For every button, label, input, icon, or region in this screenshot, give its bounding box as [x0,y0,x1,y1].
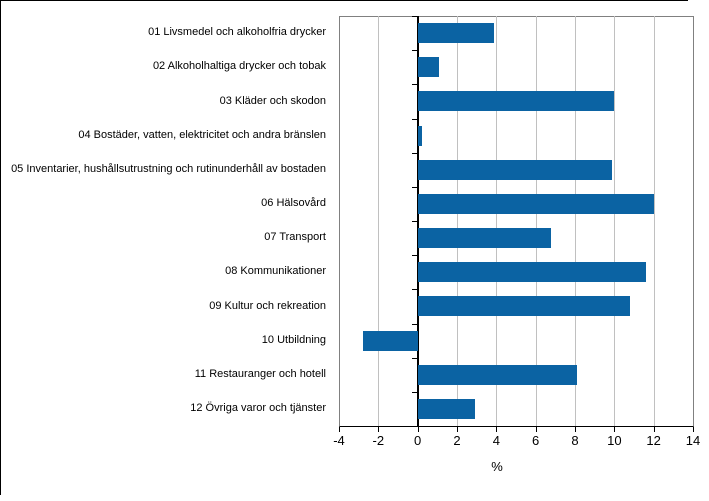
gridline [457,16,458,426]
category-label: 05 Inventarier, hushållsutrustning och r… [11,162,326,175]
category-row: 08 Kommunikationer [2,255,326,289]
x-tick [339,427,340,432]
bar-08 [417,262,646,283]
x-tick [693,427,694,432]
category-label: 09 Kultur och rekreation [209,299,326,312]
category-tick [411,84,417,85]
gridline [378,16,380,426]
category-row: 12 Övriga varor och tjänster [2,392,326,426]
category-row: 03 Kläder och skodon [2,84,326,118]
x-tick [457,427,458,432]
category-tick [411,358,417,359]
category-tick [411,324,417,325]
bar-04 [417,125,422,146]
x-tick-label: 6 [532,433,540,448]
bar-06 [417,193,654,214]
x-tick [575,427,576,432]
x-tick [535,427,537,432]
x-tick-label: -2 [372,433,385,448]
category-row: 01 Livsmedel och alkoholfria drycker [2,16,326,50]
category-label: 01 Livsmedel och alkoholfria drycker [148,26,326,39]
category-label: 04 Bostäder, vatten, elektricitet och an… [78,128,326,141]
x-tick-label: -4 [333,433,345,448]
category-row: 11 Restauranger och hotell [2,358,326,392]
bar-02 [417,57,440,78]
x-tick [614,427,616,432]
zero-axis-line [416,16,419,426]
bar-03 [417,91,615,112]
gridline [575,16,576,426]
figure-border-left [0,0,1,495]
category-row: 07 Transport [2,221,326,255]
category-tick [411,221,417,222]
gridline [535,16,537,426]
x-tick [378,427,380,432]
category-tick [411,289,417,290]
x-tick [496,427,498,432]
bar-07 [417,228,552,249]
category-label: 12 Övriga varor och tjänster [190,402,326,415]
category-row: 02 Alkoholhaltiga drycker och tobak [2,50,326,84]
category-tick [411,392,417,393]
bar-09 [417,296,631,317]
bar-01 [417,23,495,44]
category-row: 04 Bostäder, vatten, elektricitet och an… [2,119,326,153]
gridline [653,16,655,426]
plot-area [339,16,694,427]
bar-05 [417,159,613,180]
x-tick-label: 4 [492,433,500,448]
category-tick [411,426,417,427]
category-tick [411,50,417,51]
x-tick-label: 2 [453,433,461,448]
category-label: 02 Alkoholhaltiga drycker och tobak [152,60,326,73]
bar-10 [362,330,418,351]
x-tick [653,427,655,432]
category-label: 08 Kommunikationer [225,265,326,278]
category-label: 10 Utbildning [261,333,326,346]
bar-12 [417,398,475,419]
category-tick [411,187,417,188]
x-tick-label: 12 [646,433,661,448]
category-tick [411,16,417,17]
x-tick-label: 0 [414,433,422,448]
gridline [614,16,616,426]
category-row: 05 Inventarier, hushållsutrustning och r… [2,153,326,187]
category-label: 06 Hälsovård [261,197,326,210]
bar-11 [417,364,577,385]
x-tick [417,427,419,432]
category-row: 06 Hälsovård [2,187,326,221]
category-tick [411,255,417,256]
category-tick [411,119,417,120]
category-label: 07 Transport [264,231,326,244]
category-row: 10 Utbildning [2,324,326,358]
category-tick [411,153,417,154]
category-label: 11 Restauranger och hotell [194,367,326,380]
x-axis-title: % [491,459,503,474]
x-tick-label: 8 [571,433,579,448]
gridline [496,16,498,426]
category-label: 03 Kläder och skodon [219,94,326,107]
x-tick-label: 10 [607,433,622,448]
x-tick-label: 14 [685,433,701,448]
figure-border-top [0,0,688,1]
category-row: 09 Kultur och rekreation [2,289,326,323]
